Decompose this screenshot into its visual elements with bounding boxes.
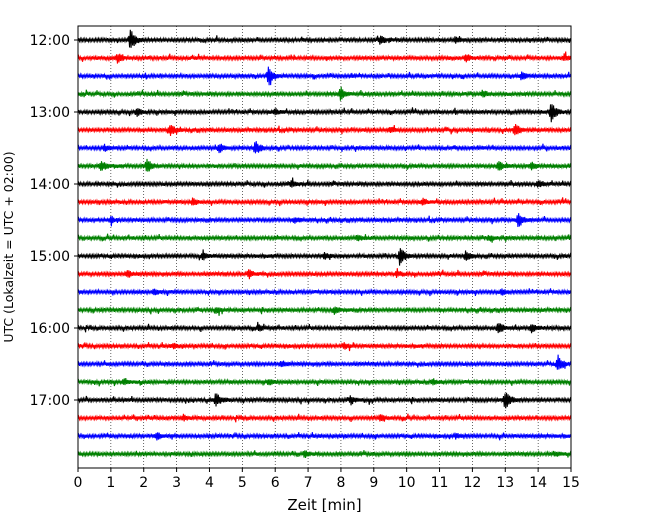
y-axis: 12:00 13:00 14:00 15:00 16:00 17:00 — [30, 33, 78, 409]
x-tick-label: 13 — [496, 475, 514, 491]
y-tick-label: 16:00 — [30, 321, 70, 337]
x-axis: 0 1 2 3 4 5 6 7 8 9 10 11 12 13 14 15 — [74, 468, 580, 491]
x-tick-label: 7 — [304, 475, 313, 491]
x-tick-label: 10 — [398, 475, 416, 491]
x-tick-label: 1 — [106, 475, 115, 491]
trace-1315 — [77, 123, 572, 137]
x-tick-label: 3 — [172, 475, 181, 491]
x-tick-label: 14 — [529, 475, 547, 491]
trace-1215 — [77, 51, 572, 64]
x-tick-label: 11 — [431, 475, 449, 491]
x-tick-label: 4 — [205, 475, 214, 491]
trace-1445 — [77, 233, 572, 243]
trace-1700 — [77, 392, 572, 409]
y-tick-label: 17:00 — [30, 393, 70, 409]
trace-1745 — [77, 449, 572, 459]
y-axis-label: UTC (Lokalzeit = UTC + 02:00) — [1, 151, 16, 342]
x-tick-label: 6 — [271, 475, 280, 491]
trace-1730 — [77, 432, 572, 441]
trace-1715 — [77, 413, 572, 423]
trace-1245 — [77, 86, 572, 101]
y-tick-label: 12:00 — [30, 33, 70, 49]
trace-1200 — [77, 29, 572, 48]
y-tick-label: 15:00 — [30, 249, 70, 265]
trace-1615 — [77, 342, 572, 352]
trace-1345 — [77, 158, 572, 172]
trace-1230 — [77, 66, 572, 86]
x-tick-label: 8 — [336, 475, 345, 491]
trace-1530 — [77, 287, 572, 297]
trace-1300 — [77, 104, 572, 123]
x-tick-label: 12 — [463, 475, 481, 491]
trace-group — [77, 29, 572, 459]
trace-1600 — [77, 321, 572, 334]
trace-1630 — [77, 354, 572, 370]
trace-1515 — [77, 268, 572, 280]
trace-1330 — [77, 141, 572, 154]
y-tick-label: 13:00 — [30, 105, 70, 121]
x-tick-label: 5 — [238, 475, 247, 491]
y-tick-label: 14:00 — [30, 177, 70, 193]
trace-1430 — [77, 213, 572, 227]
x-tick-label: 9 — [369, 475, 378, 491]
trace-1645 — [77, 377, 572, 387]
x-tick-label: 15 — [562, 475, 580, 491]
x-tick-label: 0 — [74, 475, 83, 491]
trace-1500 — [77, 248, 572, 266]
trace-1415 — [77, 197, 572, 207]
x-axis-label: Zeit [min] — [287, 496, 361, 514]
x-tick-label: 2 — [139, 475, 148, 491]
plot-frame — [77, 25, 572, 469]
trace-1545 — [77, 305, 572, 316]
trace-1400 — [77, 177, 572, 189]
